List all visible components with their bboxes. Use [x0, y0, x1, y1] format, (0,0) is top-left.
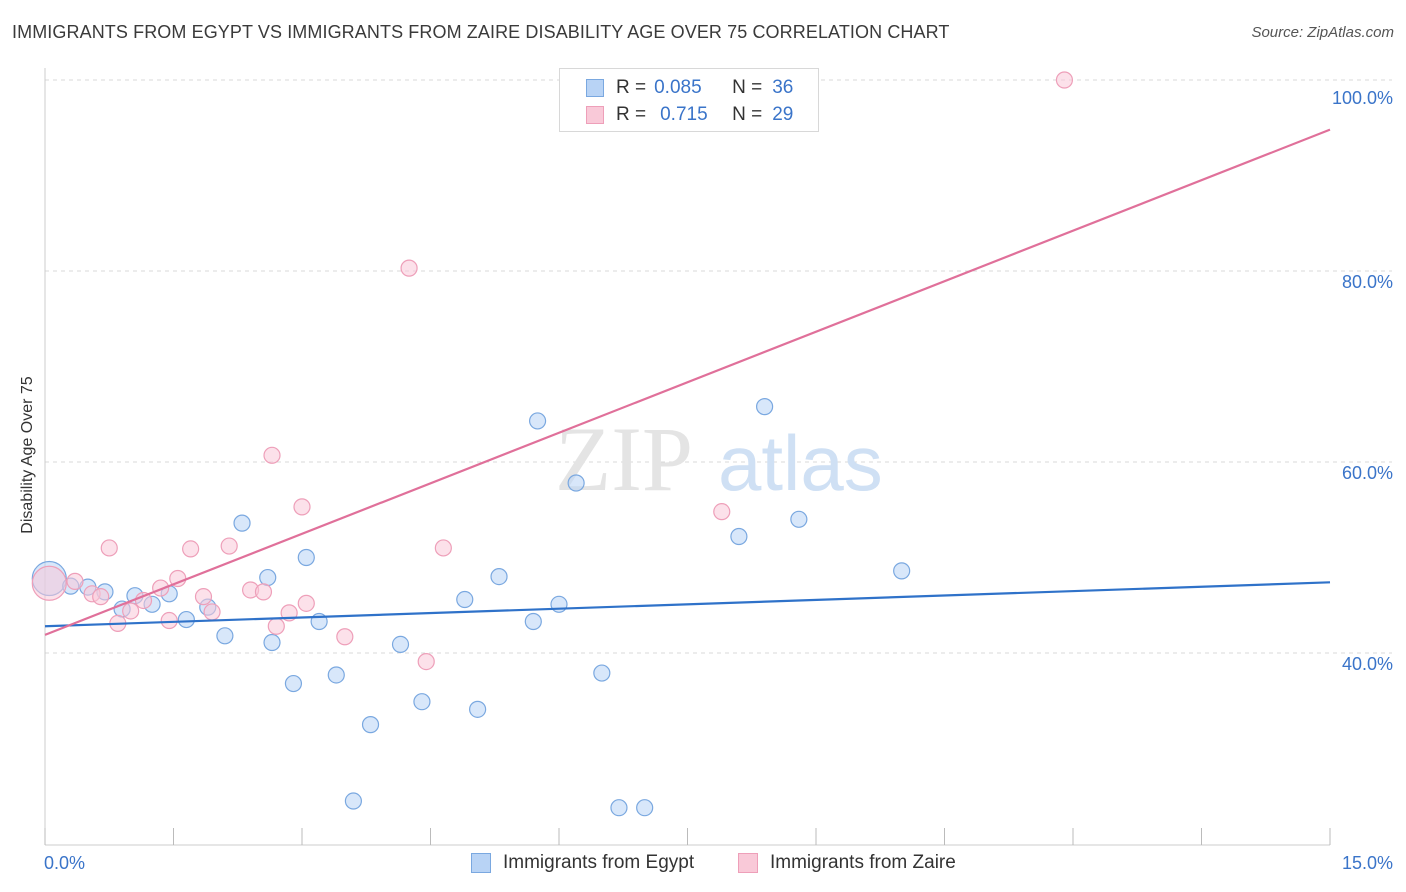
watermark: ZIP atlas [555, 408, 883, 510]
egypt-point [636, 799, 654, 817]
egypt-trend-line [44, 581, 1331, 628]
r-label: R = [616, 77, 647, 98]
egypt-swatch [586, 79, 604, 97]
zaire-point [417, 652, 435, 671]
zaire-point [1055, 71, 1074, 89]
egypt-point [469, 700, 487, 718]
source-credit: Source: ZipAtlas.com [1251, 24, 1394, 41]
n-value: 36 [772, 77, 794, 98]
x-tick-label: 15.0% [1342, 853, 1393, 873]
egypt-point [490, 567, 508, 586]
zaire-point [254, 583, 273, 601]
egypt-point [528, 412, 547, 430]
zaire-point [434, 539, 452, 557]
zaire-point [713, 503, 731, 521]
legend-row-egypt: R = 0.085 N = 36 [586, 77, 793, 99]
x-tick-labels: 0.0% 15.0% [44, 853, 1393, 873]
r-label: R = [616, 104, 647, 125]
zaire-point [122, 602, 140, 620]
egypt-point [567, 474, 585, 492]
zaire-point [134, 591, 153, 610]
egypt-point [413, 693, 431, 711]
legend-item-zaire[interactable]: Immigrants from Zaire [738, 852, 956, 874]
zaire-point [220, 537, 238, 555]
zaire-swatch [738, 853, 758, 873]
n-label: N = [732, 104, 763, 125]
egypt-point [610, 799, 628, 817]
zaire-point [66, 572, 84, 590]
egypt-point [297, 548, 315, 567]
egypt-point [361, 716, 380, 734]
legend-label-zaire: Immigrants from Zaire [770, 852, 956, 873]
zaire-point [400, 259, 418, 277]
chart-title: IMMIGRANTS FROM EGYPT VS IMMIGRANTS FROM… [12, 22, 950, 42]
r-value: 0.715 [660, 104, 708, 125]
egypt-swatch [471, 853, 491, 873]
zaire-point [182, 540, 200, 558]
egypt-point [263, 633, 281, 652]
zaire-point [263, 446, 281, 464]
zaire-point [100, 539, 118, 557]
zaire-swatch [586, 106, 604, 124]
legend-row-zaire: R = 0.715 N = 29 [586, 104, 793, 126]
egypt-point [177, 610, 195, 629]
egypt-point [790, 510, 808, 528]
zaire-point [31, 565, 67, 601]
y-tick-label: 100.0% [1332, 88, 1393, 108]
egypt-point [259, 568, 277, 587]
n-value: 29 [772, 104, 794, 125]
x-tick-label: 0.0% [44, 853, 85, 873]
zaire-point [297, 594, 315, 612]
egypt-point [284, 674, 303, 693]
egypt-point [456, 590, 474, 609]
zaire-point [194, 588, 213, 606]
legend-item-egypt[interactable]: Immigrants from Egypt [471, 852, 694, 874]
zaire-point [267, 617, 285, 635]
egypt-point [216, 627, 234, 645]
correlation-legend: R = 0.085 N = 36 R = 0.715 N = 29 [559, 68, 819, 132]
egypt-point [755, 398, 774, 416]
r-value: 0.085 [654, 77, 702, 98]
n-label: N = [732, 77, 763, 98]
zaire-point [336, 628, 354, 646]
legend-label-egypt: Immigrants from Egypt [503, 852, 695, 873]
egypt-point [893, 562, 911, 580]
series-zaire-points [31, 71, 1074, 671]
egypt-point [593, 664, 611, 682]
zaire-point [293, 498, 311, 516]
trend-lines [44, 128, 1331, 636]
egypt-point [233, 514, 251, 532]
egypt-point [391, 635, 410, 654]
y-tick-labels: 40.0% 60.0% 80.0% 100.0% [1332, 88, 1393, 674]
zaire-trend-line [44, 128, 1331, 636]
y-tick-label: 80.0% [1342, 272, 1393, 292]
y-tick-label: 40.0% [1342, 654, 1393, 674]
gridlines [45, 79, 1392, 654]
zaire-point [203, 603, 221, 621]
watermark-atlas: atlas [718, 419, 883, 507]
axes [44, 68, 1331, 846]
zaire-point [92, 588, 110, 606]
y-tick-label: 60.0% [1342, 463, 1393, 483]
zaire-point [160, 611, 178, 630]
egypt-point [730, 527, 748, 546]
egypt-point [524, 612, 542, 631]
egypt-point [344, 792, 362, 810]
egypt-point [327, 666, 345, 684]
watermark-zip: ZIP [555, 408, 693, 510]
